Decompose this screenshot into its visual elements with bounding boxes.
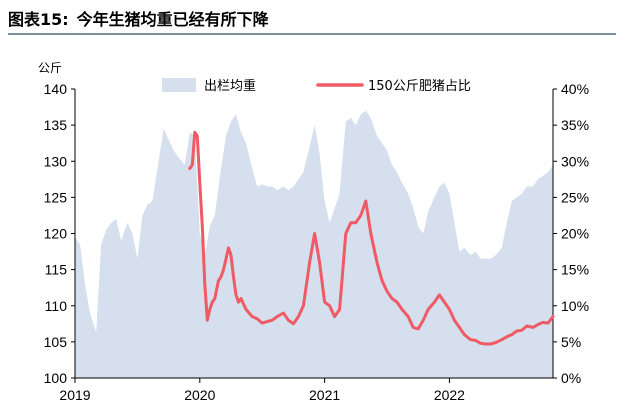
right-tick-label: 35% xyxy=(561,117,589,133)
x-tick-label: 2021 xyxy=(309,387,340,403)
heavy-hog-share-line xyxy=(188,130,555,346)
left-tick-label: 135 xyxy=(44,117,68,133)
right-tick-label: 30% xyxy=(561,153,589,169)
figure-title-text: 今年生猪均重已经有所下降 xyxy=(76,10,269,29)
left-tick-label: 140 xyxy=(44,81,68,97)
left-tick-label: 105 xyxy=(44,334,68,350)
right-tick-label: 5% xyxy=(561,334,581,350)
right-tick-label: 20% xyxy=(561,226,589,242)
left-tick-label: 115 xyxy=(45,262,68,278)
title-divider xyxy=(8,33,616,35)
legend-label-heavy-share: 150公斤肥猪占比 xyxy=(368,79,471,94)
legend-label-avg-weight: 出栏均重 xyxy=(204,78,256,94)
x-tick-label: 2019 xyxy=(59,387,90,403)
right-tick-label: 10% xyxy=(561,298,589,314)
x-tick-label: 2022 xyxy=(434,387,465,403)
left-tick-label: 130 xyxy=(44,153,68,169)
line-layer xyxy=(188,130,555,346)
x-tick-label: 2020 xyxy=(184,387,215,403)
right-tick-label: 40% xyxy=(561,81,589,97)
figure-number: 图表15: xyxy=(8,10,69,29)
figure-title: 图表15: 今年生猪均重已经有所下降 xyxy=(8,6,269,30)
left-tick-label: 110 xyxy=(45,298,68,314)
left-tick-label: 100 xyxy=(44,370,68,386)
axes-layer: 100 105 110 115 120 125 130 135 140 0% 5% 10% 15% 20%… xyxy=(38,61,589,403)
right-tick-label: 25% xyxy=(561,189,589,205)
right-tick-label: 15% xyxy=(561,262,589,278)
right-tick-label: 0% xyxy=(561,370,581,386)
legend: 出栏均重 150公斤肥猪占比 xyxy=(162,78,471,94)
left-axis-unit: 公斤 xyxy=(38,61,62,75)
left-tick-label: 120 xyxy=(44,226,68,242)
left-tick-label: 125 xyxy=(44,189,68,205)
legend-swatch-avg-weight xyxy=(162,78,196,92)
